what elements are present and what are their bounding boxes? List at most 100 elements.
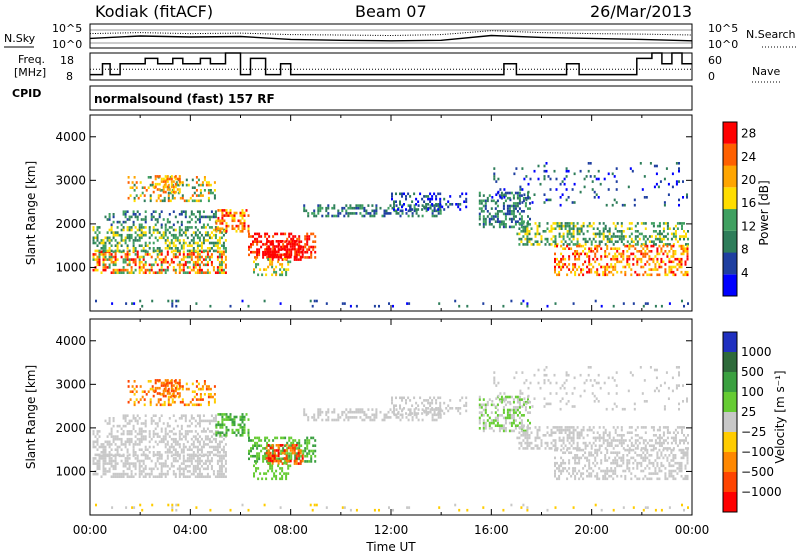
velocity-cell xyxy=(256,447,259,450)
velocity-cell xyxy=(214,475,217,479)
power-cell xyxy=(247,230,250,233)
velocity-cell xyxy=(202,419,205,423)
velocity-cell xyxy=(520,444,523,448)
noise-ytick-bottom-left: 10^0 xyxy=(52,38,82,51)
power-cell xyxy=(540,235,543,238)
velocity-cell xyxy=(654,434,657,437)
power-cell xyxy=(383,212,386,215)
power-cell xyxy=(687,237,690,241)
power-cell xyxy=(92,255,95,259)
velocity-cell xyxy=(195,403,198,407)
power-cell xyxy=(200,268,203,272)
velocity-cell xyxy=(588,464,591,468)
velocity-cell xyxy=(160,475,163,479)
power-cell xyxy=(437,203,440,206)
velocity-cell xyxy=(602,436,605,440)
velocity-cell xyxy=(558,439,561,442)
velocity-cell xyxy=(233,420,236,424)
power-cell xyxy=(92,241,95,245)
power-cell xyxy=(178,190,181,194)
power-cell xyxy=(431,197,434,201)
power-cell xyxy=(590,268,593,271)
power-cell xyxy=(684,263,687,266)
velocity-cell xyxy=(134,467,137,471)
velocity-cell xyxy=(120,427,123,431)
power-cell xyxy=(486,215,489,218)
velocity-cell xyxy=(225,431,228,435)
power-cell xyxy=(626,263,629,266)
velocity-cell xyxy=(341,413,344,417)
power-cell xyxy=(188,226,191,229)
velocity-cell xyxy=(220,448,223,452)
power-cell xyxy=(128,228,131,232)
velocity-cell xyxy=(290,457,293,461)
velocity-cell xyxy=(484,421,487,425)
velocity-cell xyxy=(480,406,483,409)
power-cell xyxy=(614,247,617,251)
velocity-cell xyxy=(562,469,565,473)
velocity-cell xyxy=(170,379,173,382)
power-cell xyxy=(664,235,667,238)
velocity-cell xyxy=(220,462,223,465)
power-cell xyxy=(158,175,161,178)
power-cell xyxy=(588,222,591,225)
velocity-cell xyxy=(158,417,161,420)
power-cell xyxy=(607,172,610,176)
power-cell xyxy=(510,299,513,303)
velocity-cell xyxy=(626,459,629,462)
velocity-cell xyxy=(576,461,579,465)
velocity-cell xyxy=(106,435,109,438)
velocity-cell xyxy=(620,474,623,478)
power-cell xyxy=(504,225,507,229)
velocity-cell xyxy=(421,412,424,415)
velocity-cell xyxy=(212,437,215,441)
noise-ytick-top-left: 10^5 xyxy=(52,22,82,35)
power-cell xyxy=(219,227,222,231)
velocity-cell xyxy=(554,444,557,448)
velocity-cell xyxy=(133,393,136,396)
power-cell xyxy=(604,268,607,271)
velocity-cell xyxy=(494,416,497,420)
velocity-cell xyxy=(560,472,563,475)
power-cell xyxy=(126,226,129,229)
velocity-cell xyxy=(666,428,669,432)
velocity-cell xyxy=(287,459,290,463)
power-cell xyxy=(646,273,649,277)
power-cell xyxy=(182,266,185,269)
velocity-cell xyxy=(612,439,615,442)
velocity-cell xyxy=(658,444,661,448)
velocity-cell xyxy=(208,422,211,425)
velocity-cell xyxy=(685,436,688,440)
power-cell xyxy=(584,252,587,256)
power-cell xyxy=(298,240,301,244)
velocity-cell xyxy=(168,445,171,449)
velocity-cell xyxy=(520,441,523,445)
power-cell xyxy=(642,273,645,277)
velocity-cell xyxy=(606,439,609,442)
power-cell xyxy=(287,268,290,271)
velocity-cell xyxy=(168,467,171,471)
power-cell xyxy=(630,273,633,277)
velocity-cell xyxy=(449,399,452,402)
velocity-cell xyxy=(156,457,159,460)
power-cell xyxy=(152,185,155,189)
velocity-cell xyxy=(576,441,579,445)
velocity-cell xyxy=(104,451,107,454)
power-cell xyxy=(658,222,661,225)
velocity-cell xyxy=(534,444,537,448)
power-cell xyxy=(295,250,298,254)
power-cell xyxy=(654,237,657,241)
power-cell xyxy=(172,266,175,269)
power-cell xyxy=(513,172,516,176)
power-cell xyxy=(157,194,160,197)
power-cell xyxy=(665,167,668,170)
velocity-cell xyxy=(295,454,298,458)
velocity-cell xyxy=(431,399,434,402)
velocity-cell xyxy=(182,451,185,454)
velocity-cell xyxy=(570,436,573,440)
power-cell xyxy=(283,247,286,251)
power-cell xyxy=(96,244,99,248)
velocity-cell xyxy=(568,459,571,462)
power-cell xyxy=(181,196,184,200)
velocity-cell xyxy=(550,434,553,437)
